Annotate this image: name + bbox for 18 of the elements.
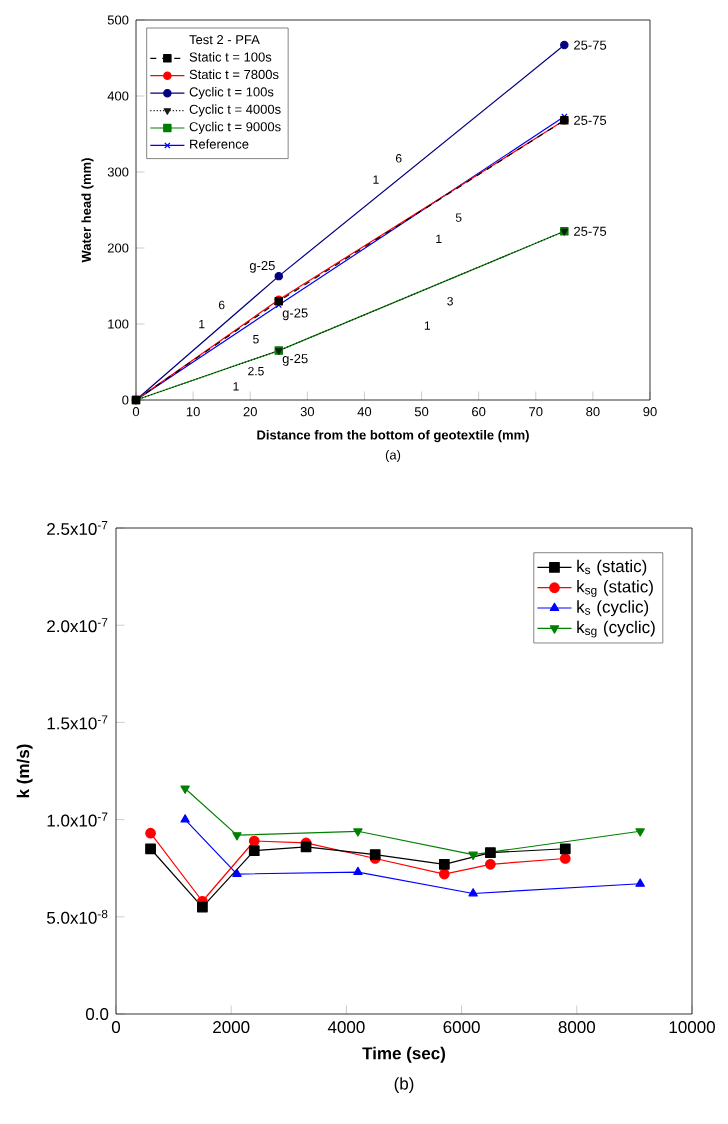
y-tick-label: 0.0 (85, 1008, 109, 1021)
y-tick-label: 1.5x10$^{-7}$ (47, 715, 108, 730)
x-tick-label: 2000 (213, 1021, 250, 1034)
x-tick-label: 4000 (327, 1021, 365, 1034)
legend-label: k$_{sg}$ (static) (577, 580, 653, 597)
legend-label: k$_{sg}$ (cyclic) (577, 620, 655, 638)
y-tick-label: 2.0x10$^{-7}$ (47, 618, 108, 633)
x-tick-label: 10000 (669, 1021, 715, 1034)
x-tick-label: 6000 (443, 1021, 480, 1034)
x-axis-title: Time (sec) (362, 1046, 446, 1063)
y-tick-label: 1.0x10$^{-7}$ (47, 812, 108, 827)
legend-label: k$_{s}$ (static) (577, 559, 647, 576)
x-tick-label: 8000 (558, 1021, 596, 1034)
legend-label: k$_{s}$ (cyclic) (577, 600, 649, 617)
y-tick-label: 2.5x10$^{-7}$ (47, 521, 108, 535)
y-tick-label: 5.0x10$^{-8}$ (47, 909, 108, 924)
text: (b) (394, 1077, 414, 1094)
y-axis-title: k (m/s) (16, 744, 33, 798)
